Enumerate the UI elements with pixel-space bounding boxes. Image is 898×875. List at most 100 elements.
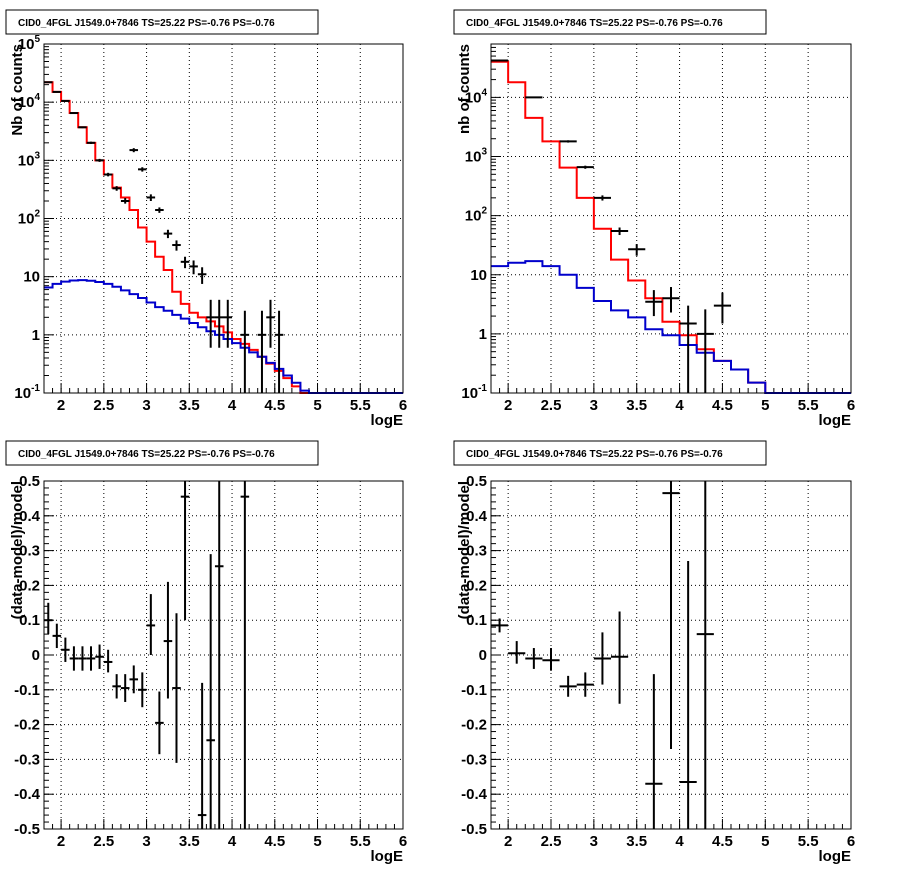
x-tick-label: 6 <box>847 833 855 850</box>
x-tick-label: 6 <box>847 397 855 414</box>
data-point <box>52 90 62 93</box>
y-tick-label: 104 <box>465 87 488 106</box>
data-point <box>593 195 611 201</box>
x-tick-label: 5 <box>761 397 769 414</box>
plot-frame <box>43 480 404 830</box>
x-tick-label: 3.5 <box>626 833 647 850</box>
panel-2: 2 2.5 3 3.5 4 4.5 5 5.5 6 10-1 1 10 102 103 104 logE nb … <box>453 9 855 429</box>
data-point <box>628 244 646 256</box>
x-tick-label: 4.5 <box>712 397 733 414</box>
y-tick-label: 103 <box>18 150 41 169</box>
y-axis-label: Nb of counts <box>9 44 26 136</box>
data-point <box>69 646 79 671</box>
data-point <box>120 674 130 702</box>
y-axis-label: (data-model)/model <box>9 481 26 619</box>
data-point <box>696 481 714 829</box>
data-point <box>189 260 198 275</box>
data-point <box>172 613 181 763</box>
x-tick-label: 5.5 <box>798 397 819 414</box>
y-tick-label: 0.2 <box>19 577 40 594</box>
data-point <box>146 594 156 655</box>
data-point <box>508 641 526 664</box>
chart-title: CID0_4FGL J1549.0+7846 TS=25.22 PS=-0.76… <box>18 18 275 29</box>
panel-3: 2 2.5 3 3.5 4 4.5 5 5.5 6 -0.5 -0.4 -0.3 -0.2 -0.1 0 0.… <box>5 440 407 865</box>
data-points <box>491 59 731 393</box>
data-points <box>491 481 714 829</box>
data-point <box>206 299 215 348</box>
y-tick-label: 0.5 <box>19 473 40 490</box>
x-tick-label: 5 <box>313 397 321 414</box>
data-point <box>61 99 70 102</box>
x-tick-label: 4 <box>228 397 237 414</box>
y-tick-label: 0.5 <box>466 473 487 490</box>
x-tick-label: 4 <box>675 397 684 414</box>
y-axis-label: (data-model)/model <box>456 481 473 619</box>
data-point <box>197 682 207 829</box>
y-tick-label: 0.3 <box>19 543 40 560</box>
data-point <box>525 96 543 99</box>
y-tick-label: 10-1 <box>14 383 40 402</box>
data-point <box>679 305 697 393</box>
y-tick-label: 1 <box>479 326 487 343</box>
data-point <box>662 481 680 749</box>
data-point <box>129 148 139 153</box>
data-point <box>112 186 121 191</box>
x-tick-label: 2.5 <box>541 397 562 414</box>
y-tick-label: -0.4 <box>14 786 41 803</box>
y-tick-label: -0.5 <box>14 821 40 838</box>
data-point <box>214 481 224 829</box>
title-box <box>5 9 319 35</box>
y-tick-label: 102 <box>18 209 41 228</box>
y-tick-label: -0.3 <box>461 751 487 768</box>
y-tick-label: 105 <box>18 34 41 53</box>
y-tick-label: 10 <box>470 267 487 284</box>
data-point <box>95 644 104 669</box>
x-tick-label: 4.5 <box>712 833 733 850</box>
y-tick-label: 0.4 <box>466 508 488 525</box>
x-tick-label: 5 <box>761 833 769 850</box>
data-point <box>95 158 104 162</box>
chart-title: CID0_4FGL J1549.0+7846 TS=25.22 PS=-0.76… <box>466 449 723 460</box>
data-point <box>266 299 275 348</box>
data-point <box>593 632 611 685</box>
data-point <box>86 646 96 671</box>
data-point <box>163 229 173 239</box>
data-point <box>611 611 629 704</box>
y-tick-label: 0.1 <box>19 612 40 629</box>
y-tick-label: 1 <box>32 327 40 344</box>
data-point <box>274 310 284 393</box>
data-point <box>86 141 96 144</box>
y-tick-label: -0.2 <box>14 717 40 734</box>
x-tick-label: 4.5 <box>264 397 285 414</box>
x-tick-label: 2.5 <box>541 833 562 850</box>
data-point <box>662 287 680 313</box>
data-point <box>129 665 139 694</box>
data-point <box>645 674 663 829</box>
x-tick-label: 4 <box>675 833 684 850</box>
panel-1: 2 2.5 3 3.5 4 4.5 5 5.5 6 10-1 1 10 102 103 104 105 logE… <box>5 9 407 429</box>
data-point <box>257 310 267 393</box>
data-point <box>491 618 509 633</box>
y-tick-label: -0.1 <box>461 682 487 699</box>
title-box <box>453 440 767 466</box>
data-points <box>44 81 284 393</box>
data-point <box>679 561 697 829</box>
data-point <box>214 299 224 348</box>
y-tick-label: 0.4 <box>19 508 41 525</box>
y-tick-label: 0.3 <box>466 543 487 560</box>
data-point <box>576 165 594 169</box>
data-point <box>44 602 53 635</box>
x-tick-label: 2 <box>57 833 65 850</box>
data-point <box>559 140 577 143</box>
x-tick-label: 3.5 <box>179 833 200 850</box>
x-tick-label: 3.5 <box>179 397 200 414</box>
plot-frame <box>43 43 404 394</box>
data-point <box>491 59 509 62</box>
x-tick-label: 4.5 <box>264 833 285 850</box>
y-tick-label: 104 <box>18 92 41 111</box>
data-point <box>61 637 70 662</box>
data-point <box>696 309 714 393</box>
x-tick-label: 5 <box>313 833 321 850</box>
data-point <box>172 240 181 251</box>
